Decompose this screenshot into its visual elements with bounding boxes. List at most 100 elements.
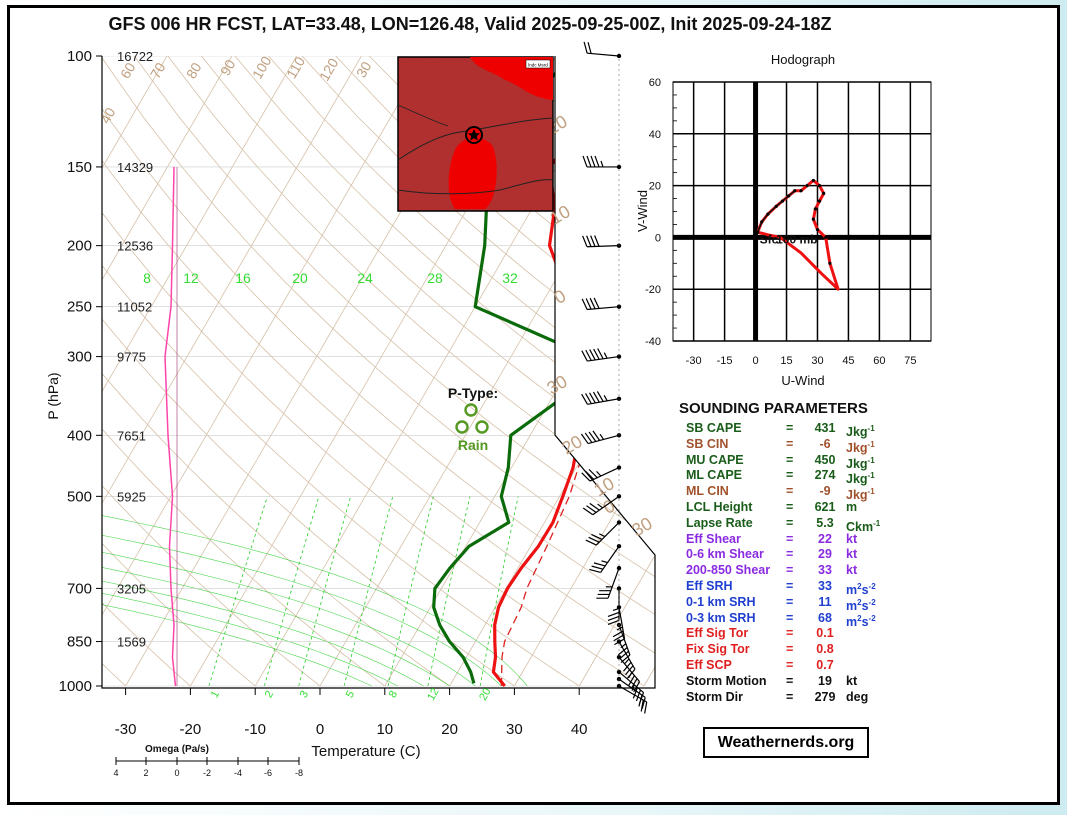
height-label: 5925	[117, 489, 146, 504]
param-label: ML CIN	[686, 484, 729, 499]
dewpoint-profile	[432, 56, 591, 684]
barb-flag	[588, 536, 600, 543]
y-axis-label: P (hPa)	[45, 372, 61, 419]
barb-half-flag	[603, 394, 608, 402]
isotherm-line	[578, 56, 655, 687]
hodo-x-axis-label: U-Wind	[781, 373, 824, 388]
hodo-x-tick-label: 15	[780, 355, 792, 367]
barb-flag	[585, 349, 592, 361]
temp-tick-label: 40	[571, 721, 588, 738]
moist-adiabat	[102, 245, 528, 687]
adiabat-label: 30	[543, 371, 570, 398]
barb-flag	[580, 433, 589, 444]
mixing-ratio-line	[479, 496, 519, 687]
hodo-point	[813, 207, 818, 211]
barb-flag	[586, 155, 592, 168]
figure-title: GFS 006 HR FCST, LAT=33.48, LON=126.48, …	[108, 14, 832, 34]
location-map-inset: lndc Msrd	[397, 56, 554, 212]
hodo-y-tick-label: 20	[649, 181, 661, 193]
temp-tick-label: 0	[316, 721, 324, 738]
height-label: 3205	[117, 581, 146, 596]
param-equals: =	[786, 452, 794, 467]
barb-flag	[612, 630, 624, 638]
barb-flag	[617, 647, 628, 656]
barb-flag	[593, 562, 606, 567]
param-row: Storm Motion = 19 kt	[679, 674, 909, 690]
moist-adiabat	[102, 245, 476, 687]
hodograph-frame	[672, 81, 932, 342]
param-equals: =	[786, 515, 794, 530]
mixing-ratio-line	[208, 496, 268, 687]
hodo-y-tick-label: 40	[649, 129, 661, 141]
temp-tick-label: 30	[506, 721, 523, 738]
hodo-x-tick-label: -15	[717, 355, 733, 367]
barb-shaft	[607, 567, 620, 599]
barb-flag	[588, 392, 596, 404]
barb-flag	[614, 638, 625, 646]
mixing-ratio-line	[264, 496, 320, 687]
hodo-point	[756, 230, 760, 234]
param-label: Lapse Rate	[686, 515, 753, 530]
dry-adiabat	[234, 56, 655, 687]
barb-shaft	[587, 306, 620, 311]
param-value: 33	[818, 563, 832, 578]
hodo-point	[780, 199, 784, 203]
param-label: LCL Height	[686, 499, 753, 514]
barb-shaft	[589, 466, 620, 482]
barb-flag	[619, 650, 629, 660]
mixing-ratio-label: 8	[387, 689, 400, 700]
hodograph-title: Hodograph	[771, 52, 835, 67]
adiabat-label: 0	[551, 286, 570, 308]
hodo-point	[774, 204, 778, 208]
param-value: -9	[819, 484, 831, 499]
barb-station-dot	[616, 354, 622, 359]
adiabat-label: 30	[353, 59, 375, 81]
hodo-y-tick-label: -40	[645, 336, 661, 348]
barb-flag	[632, 687, 638, 699]
param-unit: Jkg-1	[846, 471, 875, 487]
barb-flag	[582, 155, 588, 168]
adiabat-label: 70	[147, 60, 169, 82]
omega-tick-label: -8	[295, 768, 303, 778]
barb-flag	[586, 505, 597, 513]
param-equals: =	[786, 689, 794, 704]
barb-flag	[640, 699, 644, 712]
barb-flag	[581, 298, 588, 310]
barb-flag	[607, 611, 620, 617]
barb-half-flag	[612, 607, 620, 611]
wind-barb	[581, 348, 622, 362]
barb-flag	[633, 681, 641, 693]
barb-half-flag	[620, 643, 627, 649]
p-type-label: P-Type:	[447, 385, 499, 401]
moist-adiabat	[102, 245, 450, 687]
param-row: Fix Sig Tor = 0.8	[679, 642, 909, 658]
mixing-ratio-label: 12	[425, 686, 442, 703]
param-label: Eff Sig Tor	[686, 626, 749, 641]
barb-flag	[584, 470, 595, 480]
barb-flag	[591, 533, 603, 540]
hodo-top-label: 100 mb	[776, 232, 817, 246]
height-label: 9775	[117, 350, 146, 365]
moist-adiabat	[102, 245, 424, 687]
temp-tick-label: 10	[376, 721, 393, 738]
temp-tick-label: -30	[115, 721, 137, 738]
barb-flag	[638, 692, 645, 704]
adiabat-label: 30	[628, 513, 655, 540]
moist-adiabat	[102, 245, 502, 687]
skewt-frame	[101, 56, 656, 689]
barb-flag	[585, 298, 592, 310]
moist-adiabat-label: 16	[235, 270, 251, 286]
barb-shaft	[600, 545, 620, 573]
weathernerds-logo[interactable]: Weathernerds.org	[703, 727, 869, 758]
mixing-ratio-line	[343, 496, 394, 687]
moist-adiabat-label: 8	[143, 270, 151, 286]
barb-flag	[587, 42, 592, 54]
hodo-x-tick-label: 45	[842, 355, 854, 367]
barb-shaft	[618, 624, 631, 656]
omega-tick-label: 2	[143, 768, 148, 778]
param-value: 19	[818, 673, 832, 688]
barb-flag	[627, 668, 636, 679]
height-label: 1569	[117, 635, 146, 650]
isotherm-line	[514, 56, 655, 687]
param-label: 0-6 km Shear	[686, 547, 764, 562]
